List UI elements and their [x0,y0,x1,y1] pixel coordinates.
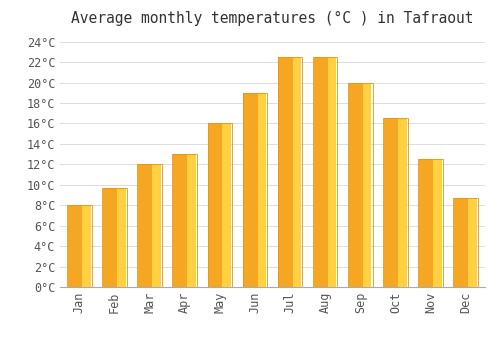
Bar [103,188,118,287]
Bar [314,57,330,287]
Bar [418,159,443,287]
Bar [258,93,266,287]
Bar [244,93,259,287]
Bar [173,154,189,287]
Bar [278,57,294,287]
Bar [468,198,477,287]
Bar [348,83,372,287]
Bar [328,57,336,287]
Bar [454,198,478,287]
Bar [138,164,162,287]
Bar [419,159,435,287]
Bar [152,164,161,287]
Bar [117,188,126,287]
Bar [208,124,224,287]
Bar [454,198,470,287]
Bar [384,118,400,287]
Bar [398,118,406,287]
Bar [208,124,232,287]
Title: Average monthly temperatures (°C ) in Tafraout: Average monthly temperatures (°C ) in Ta… [72,11,474,26]
Bar [348,83,364,287]
Bar [188,154,196,287]
Bar [67,205,92,287]
Bar [278,57,302,287]
Bar [242,93,267,287]
Bar [433,159,442,287]
Bar [222,124,231,287]
Bar [172,154,197,287]
Bar [363,83,372,287]
Bar [102,188,126,287]
Bar [138,164,154,287]
Bar [313,57,338,287]
Bar [383,118,407,287]
Bar [82,205,90,287]
Bar [68,205,84,287]
Bar [292,57,301,287]
